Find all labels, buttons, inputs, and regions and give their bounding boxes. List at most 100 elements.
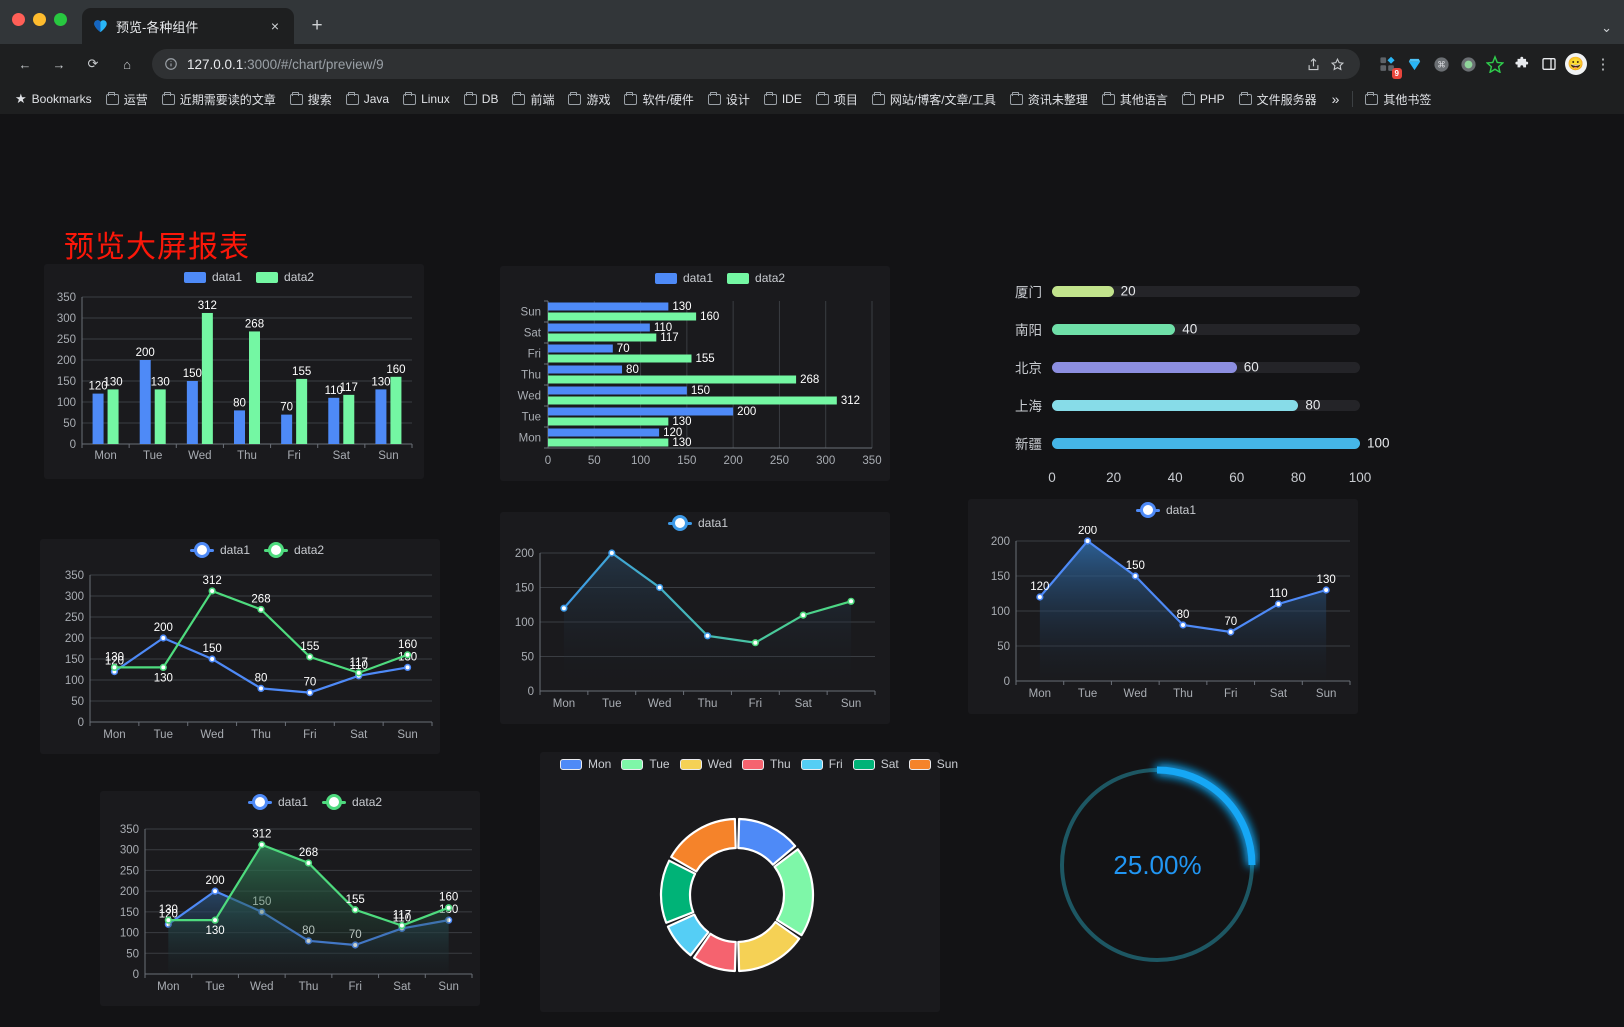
bookmark-folder[interactable]: Java — [339, 89, 396, 109]
legend-item-tue[interactable]: Tue — [621, 757, 670, 771]
maximize-window-button[interactable] — [54, 13, 67, 26]
legend-item-wed[interactable]: Wed — [679, 757, 732, 771]
chart-text: Mon — [103, 729, 125, 741]
chart-text: 130 — [672, 301, 691, 313]
legend-item-fri[interactable]: Fri — [800, 757, 843, 771]
circle-extension-icon[interactable] — [1457, 53, 1479, 75]
close-window-button[interactable] — [12, 13, 25, 26]
chevron-down-icon[interactable]: ⌄ — [1601, 20, 1612, 35]
browser-tab[interactable]: 预览-各种组件 × — [82, 8, 294, 44]
chart-text: 0 — [78, 717, 84, 729]
legend-item-data1[interactable]: data1 — [1136, 502, 1196, 518]
progress-track[interactable]: 80 — [1052, 398, 1360, 413]
legend-item-data2[interactable]: data2 — [264, 542, 324, 558]
legend-swatch — [621, 758, 644, 770]
chart-text: 160 — [386, 364, 405, 376]
forward-icon[interactable]: → — [52, 56, 66, 72]
legend-item-data2[interactable]: data2 — [256, 270, 314, 284]
legend-item-data2[interactable]: data2 — [322, 794, 382, 810]
progress-track[interactable]: 100 — [1052, 436, 1390, 451]
chart-text: Wed — [1124, 688, 1147, 700]
share-icon[interactable] — [1302, 53, 1324, 75]
bookmark-folder[interactable]: 运营 — [99, 88, 155, 111]
bookmark-folder[interactable]: 资讯未整理 — [1003, 88, 1095, 111]
new-tab-button[interactable]: + — [311, 15, 323, 36]
star-extension-icon[interactable] — [1484, 53, 1506, 75]
chart-text: 150 — [677, 455, 696, 467]
grid-extension-icon[interactable]: 9 — [1376, 53, 1402, 79]
bookmark-folder[interactable]: 软件/硬件 — [617, 88, 700, 111]
avatar[interactable]: 😀 — [1565, 53, 1587, 75]
donut-slice[interactable] — [692, 932, 737, 973]
home-icon[interactable]: ⌂ — [123, 56, 131, 72]
donut-slice[interactable] — [670, 817, 737, 873]
vertical-bar-legend: data1 data2 — [184, 270, 314, 284]
chart-text: Thu — [521, 370, 541, 382]
sidepanel-icon[interactable] — [1538, 53, 1560, 75]
progress-track[interactable]: 60 — [1052, 360, 1360, 375]
bookmark-folder[interactable]: 前端 — [505, 88, 561, 111]
chart-text: 130 — [105, 651, 124, 663]
donut-slice[interactable] — [737, 817, 797, 866]
bookmark-label: 其他语言 — [1119, 92, 1168, 107]
bookmark-folder[interactable]: 游戏 — [561, 88, 617, 111]
chart-text: Mon — [157, 981, 179, 993]
other-bookmarks-folder[interactable]: 其他书签 — [1358, 88, 1438, 111]
bookmark-folder[interactable]: 近期需要读的文章 — [155, 88, 283, 111]
chart-text: 150 — [991, 571, 1010, 583]
legend-item-sat[interactable]: Sat — [852, 757, 899, 771]
command-extension-icon[interactable]: ⌘ — [1430, 53, 1452, 75]
donut-slice[interactable] — [666, 913, 710, 957]
puzzle-extensions-icon[interactable] — [1511, 53, 1533, 75]
chart-text: Tue — [154, 729, 173, 741]
close-icon[interactable]: × — [270, 18, 280, 34]
axis-tick: 60 — [1229, 470, 1245, 485]
chart-text: 250 — [120, 865, 139, 877]
legend-item-sun[interactable]: Sun — [908, 757, 958, 771]
progress-track[interactable]: 40 — [1052, 322, 1360, 337]
bookmark-folder[interactable]: 项目 — [809, 88, 865, 111]
legend-item-data1[interactable]: data1 — [184, 270, 242, 284]
back-icon[interactable]: ← — [18, 56, 32, 72]
legend-item-data1[interactable]: data1 — [668, 515, 729, 531]
reload-icon[interactable]: ⟳ — [87, 56, 99, 71]
bookmarks-overflow-button[interactable]: » — [1331, 91, 1340, 107]
horizontal-bar-chart-svg: 1301601101177015580268150312200130120130… — [518, 300, 882, 467]
address-bar[interactable]: 127.0.0.1:3000/#/chart/preview/9 — [152, 49, 1360, 79]
legend-label: data1 — [698, 516, 729, 530]
minimize-window-button[interactable] — [33, 13, 46, 26]
bookmark-folder[interactable]: 文件服务器 — [1232, 88, 1324, 111]
bookmark-folder[interactable]: Linux — [396, 89, 457, 109]
axis-tick: 0 — [1048, 470, 1056, 485]
bookmark-folder[interactable]: 其他语言 — [1095, 88, 1175, 111]
browser-menu-icon[interactable]: ⋮ — [1595, 56, 1611, 73]
legend-item-data1[interactable]: data1 — [655, 271, 713, 285]
chart-text: Sun — [378, 450, 398, 462]
star-icon[interactable] — [1326, 53, 1348, 75]
info-icon[interactable] — [164, 57, 178, 71]
progress-track[interactable]: 20 — [1052, 284, 1360, 299]
donut-slice[interactable] — [737, 920, 801, 973]
window-controls[interactable] — [12, 13, 67, 26]
bookmark-folder[interactable]: PHP — [1175, 89, 1232, 109]
gauge-arc — [1156, 766, 1256, 866]
legend-item-thu[interactable]: Thu — [742, 757, 791, 771]
bar — [548, 438, 669, 447]
bookmark-folder[interactable]: 设计 — [701, 88, 757, 111]
bookmark-folder[interactable]: DB — [457, 89, 506, 109]
chart-text: Mon — [553, 698, 575, 710]
diamond-extension-icon[interactable] — [1403, 53, 1425, 75]
bookmark-folder[interactable]: 搜索 — [283, 88, 339, 111]
legend-label: data1 — [220, 543, 251, 557]
bookmark-label: Java — [363, 92, 390, 106]
legend-item-data2[interactable]: data2 — [727, 271, 785, 285]
donut-slice[interactable] — [659, 859, 697, 924]
bookmarks-root[interactable]: ★ Bookmarks — [8, 88, 99, 110]
donut-slice[interactable] — [773, 848, 815, 937]
legend-item-data1[interactable]: data1 — [248, 794, 308, 810]
axis-tick: 40 — [1167, 470, 1183, 485]
bookmark-folder[interactable]: IDE — [757, 89, 809, 109]
legend-item-data1[interactable]: data1 — [190, 542, 251, 558]
bookmark-folder[interactable]: 网站/博客/文章/工具 — [865, 88, 1003, 111]
legend-item-mon[interactable]: Mon — [560, 757, 611, 771]
